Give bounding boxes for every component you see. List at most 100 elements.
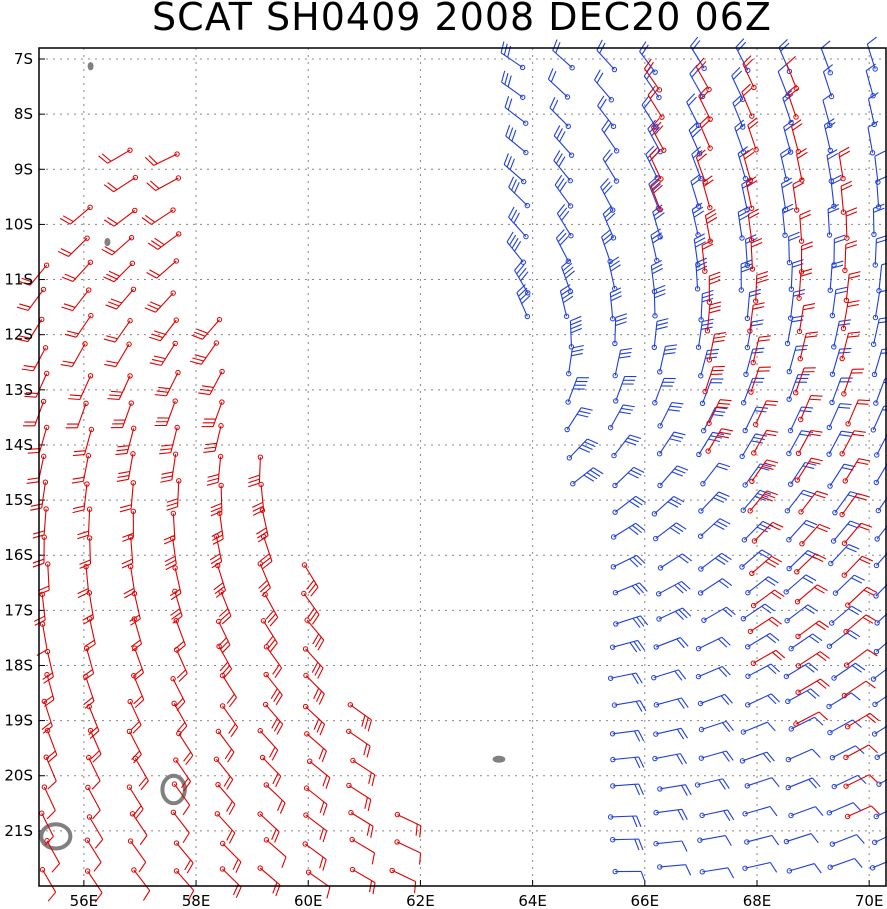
- wind-barb: [303, 812, 328, 843]
- barb-shaft: [133, 618, 143, 645]
- wind-barb: [751, 521, 784, 544]
- barb-station: [747, 508, 753, 514]
- barb-station: [302, 841, 308, 847]
- barb-shaft: [747, 576, 769, 594]
- barb-feather: [41, 721, 52, 730]
- barb-station: [874, 754, 880, 760]
- barb-feather: [602, 181, 611, 191]
- wind-barb: [745, 693, 780, 708]
- barb-feather: [601, 229, 611, 238]
- wind-barb: [116, 451, 136, 482]
- wind-barb: [127, 838, 147, 873]
- barb-feather: [632, 617, 641, 628]
- barb-feather: [848, 608, 859, 616]
- barb-feather: [132, 724, 142, 734]
- barb-shaft: [72, 289, 90, 311]
- barb-shaft: [176, 870, 195, 891]
- barb-feather: [715, 406, 727, 410]
- wind-barb: [737, 206, 750, 241]
- barb-shaft: [215, 536, 223, 562]
- barb-shaft: [828, 430, 842, 455]
- barb-feather: [371, 774, 376, 787]
- barb-shaft: [659, 346, 666, 372]
- wind-barb: [101, 235, 135, 256]
- barb-feather: [248, 482, 260, 488]
- barb-station: [783, 589, 789, 595]
- barb-feather: [159, 452, 171, 455]
- barb-feather: [630, 469, 642, 476]
- barb-station: [220, 840, 226, 847]
- wind-barb: [565, 377, 589, 405]
- wind-barb: [126, 728, 142, 764]
- barb-feather: [808, 779, 817, 789]
- barb-feather: [851, 577, 863, 584]
- barb-shaft: [872, 405, 885, 431]
- barb-feather: [602, 149, 611, 160]
- barb-feather: [810, 688, 820, 697]
- wind-barb: [747, 490, 778, 514]
- barb-station: [873, 648, 880, 655]
- barb-feather: [104, 246, 116, 253]
- barb-feather: [859, 558, 871, 565]
- wind-barb: [795, 651, 830, 669]
- wind-barb: [650, 177, 663, 213]
- lon-tick-label: 62E: [406, 892, 435, 909]
- barb-feather: [808, 635, 820, 644]
- barb-feather: [638, 838, 644, 851]
- barb-shaft: [703, 606, 727, 621]
- wind-barb: [826, 403, 852, 431]
- barb-shaft: [744, 406, 757, 431]
- barb-shaft: [753, 649, 777, 664]
- barb-shaft: [259, 730, 279, 751]
- barb-station: [828, 560, 834, 567]
- barb-station: [751, 538, 758, 544]
- wind-barb: [657, 344, 678, 375]
- wind-barb: [508, 176, 530, 209]
- barb-shaft: [656, 697, 682, 706]
- barb-feather: [697, 61, 707, 71]
- barb-feather: [307, 607, 315, 619]
- barb-station: [798, 509, 804, 515]
- wind-barb: [742, 463, 772, 488]
- barb-shaft: [829, 802, 854, 814]
- barb-shaft: [130, 482, 134, 509]
- barb-feather: [146, 272, 158, 279]
- wind-barb: [610, 756, 645, 769]
- barb-shaft: [798, 651, 821, 667]
- barb-station: [257, 865, 263, 871]
- barb-shaft: [873, 668, 887, 680]
- barb-feather: [725, 721, 734, 731]
- barb-feather: [769, 524, 781, 531]
- wind-barb: [257, 728, 279, 761]
- barb-feather: [275, 775, 282, 787]
- wind-barb: [797, 395, 823, 423]
- barb-feather: [764, 578, 776, 586]
- wind-barb: [737, 146, 750, 182]
- wind-barb: [694, 257, 708, 292]
- barb-feather: [701, 239, 713, 246]
- barb-feather: [853, 574, 865, 581]
- wind-barb: [103, 260, 136, 283]
- barb-feather: [207, 473, 220, 478]
- barb-station: [827, 483, 833, 489]
- wind-barb: [103, 207, 138, 227]
- barb-feather: [851, 665, 863, 673]
- barb-shaft: [503, 164, 525, 182]
- barb-shaft: [303, 593, 320, 615]
- barb-feather: [725, 750, 734, 761]
- barb-shaft: [876, 552, 887, 566]
- barb-feather: [721, 666, 731, 676]
- barb-shaft: [822, 100, 831, 126]
- barb-feather: [34, 619, 46, 626]
- barb-feather: [317, 639, 325, 651]
- barb-feather: [26, 392, 38, 395]
- barb-shaft: [838, 152, 844, 179]
- barb-feather: [847, 304, 859, 308]
- barb-shaft: [567, 377, 578, 403]
- wind-barb: [741, 83, 755, 119]
- barb-shaft: [791, 126, 799, 152]
- barb-feather: [506, 231, 514, 243]
- barb-feather: [800, 272, 813, 277]
- barb-shaft: [218, 621, 231, 646]
- barb-shaft: [755, 400, 767, 425]
